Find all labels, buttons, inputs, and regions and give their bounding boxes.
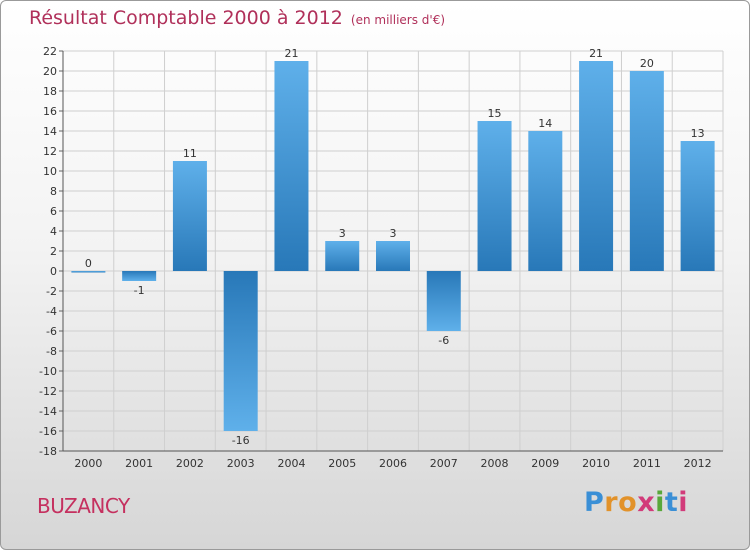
bar-2005 — [325, 241, 360, 271]
y-tick-label: 4 — [50, 225, 57, 238]
data-label: 21 — [589, 47, 603, 60]
data-label: 14 — [538, 117, 552, 130]
y-tick-label: -2 — [46, 285, 57, 298]
data-label: 15 — [488, 107, 502, 120]
logo-letter: i — [678, 487, 689, 518]
logo-letter: o — [618, 487, 638, 518]
x-tick-label: 2007 — [430, 457, 458, 470]
y-tick-label: -12 — [39, 385, 57, 398]
y-tick-label: 10 — [43, 165, 57, 178]
logo-letter: t — [664, 487, 679, 518]
bar-2006 — [376, 241, 410, 271]
data-label: -1 — [134, 284, 145, 297]
town-name: BUZANCY — [37, 494, 130, 518]
bar-2007 — [426, 271, 461, 331]
y-tick-label: 20 — [43, 65, 57, 78]
x-tick-label: 2009 — [531, 457, 559, 470]
data-label: -16 — [232, 434, 250, 447]
data-label: -6 — [438, 334, 449, 347]
bar-2002 — [172, 161, 207, 271]
bar-2010 — [579, 61, 614, 271]
chart-subtitle: (en milliers d'€) — [350, 13, 446, 27]
logo-letter: x — [637, 487, 656, 518]
y-tick-label: -18 — [39, 445, 57, 458]
logo-letter: i — [655, 487, 665, 518]
bar-2008 — [477, 121, 512, 271]
x-tick-label: 2010 — [582, 457, 610, 470]
y-tick-label: 2 — [50, 245, 57, 258]
y-tick-label: 14 — [43, 125, 57, 138]
x-tick-label: 2002 — [176, 457, 204, 470]
x-tick-label: 2005 — [328, 457, 356, 470]
data-label: 3 — [390, 227, 397, 240]
y-tick-label: 18 — [43, 85, 57, 98]
y-tick-label: -6 — [46, 325, 57, 338]
title-text: Résultat Comptable 2000 à 2012 — [29, 7, 343, 29]
x-tick-label: 2006 — [379, 457, 407, 470]
y-tick-label: 12 — [43, 145, 57, 158]
logo-letter: P — [584, 487, 605, 518]
y-tick-label: -4 — [46, 305, 57, 318]
data-label: 3 — [339, 227, 346, 240]
y-tick-label: -14 — [39, 405, 57, 418]
x-tick-label: 2000 — [74, 457, 102, 470]
bar-2001 — [122, 271, 157, 281]
axes: 2220181614121086420-2-4-6-8-10-12-14-16-… — [39, 45, 723, 470]
x-tick-label: 2001 — [125, 457, 153, 470]
y-tick-label: 16 — [43, 105, 57, 118]
y-tick-label: -8 — [46, 345, 57, 358]
data-label: 21 — [284, 47, 298, 60]
data-label: 13 — [691, 127, 705, 140]
bar-2003 — [223, 271, 258, 431]
y-tick-label: 0 — [50, 265, 57, 278]
data-label: 20 — [640, 57, 654, 70]
y-tick-label: 6 — [50, 205, 57, 218]
data-label: 11 — [183, 147, 197, 160]
logo-letter: r — [604, 487, 619, 518]
y-tick-label: 22 — [43, 45, 57, 58]
bar-2004 — [274, 61, 309, 271]
data-label: 0 — [85, 257, 92, 270]
y-tick-label: 8 — [50, 185, 57, 198]
data-labels: 0 -1 11 -16 21 3 3 -6 15 14 21 20 13 — [85, 47, 705, 447]
proxiti-logo: Proxiti — [584, 487, 688, 518]
bar-2011 — [629, 71, 664, 271]
y-tick-label: -16 — [39, 425, 57, 438]
bar-series — [71, 61, 715, 431]
bar-2009 — [528, 131, 563, 271]
x-tick-label: 2004 — [277, 457, 305, 470]
bar-2000 — [71, 271, 106, 273]
x-tick-label: 2011 — [633, 457, 661, 470]
chart-title: Résultat Comptable 2000 à 2012 (en millie… — [29, 7, 445, 29]
x-tick-label: 2012 — [684, 457, 712, 470]
bar-2012 — [680, 141, 715, 271]
x-tick-label: 2008 — [481, 457, 509, 470]
x-tick-label: 2003 — [227, 457, 255, 470]
y-tick-label: -10 — [39, 365, 57, 378]
